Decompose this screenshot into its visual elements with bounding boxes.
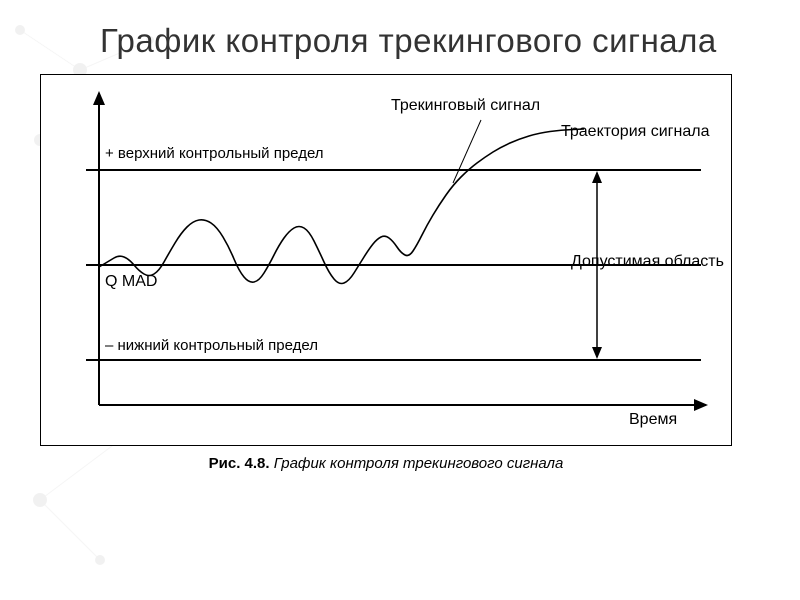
trajectory-annotation: Траектория сигнала — [561, 123, 709, 141]
slide-title: График контроля трекингового сигнала — [100, 22, 772, 60]
upper-limit-label: + верхний контрольный предел — [105, 145, 324, 162]
figure-caption: Рис. 4.8. График контроля трекингового с… — [41, 455, 731, 472]
caption-prefix: Рис. 4.8. — [209, 455, 270, 472]
slide: График контроля трекингового сигнала + в… — [0, 0, 800, 600]
caption-text: График контроля трекингового сигнала — [274, 455, 564, 472]
tracking-signal-chart: + верхний контрольный предел – нижний ко… — [40, 74, 732, 446]
tracking-signal-annotation: Трекинговый сигнал — [391, 97, 540, 115]
zero-line-label: Q MAD — [105, 273, 157, 291]
acceptable-range-label: Допустимая область — [571, 253, 724, 271]
lower-limit-label: – нижний контрольный предел — [105, 337, 318, 354]
x-axis-label: Время — [629, 411, 677, 429]
